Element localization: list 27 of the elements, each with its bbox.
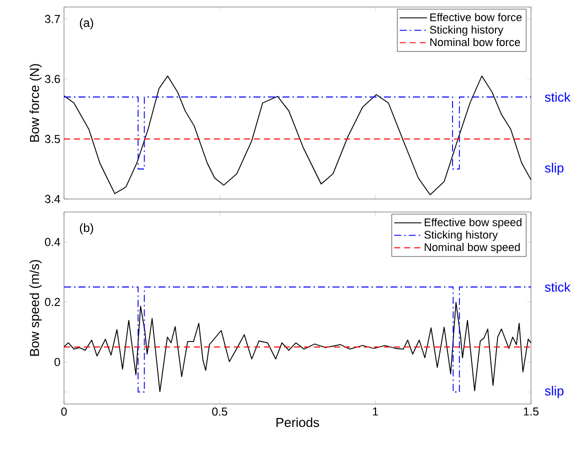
annotation: (b) — [80, 223, 94, 234]
y-tick-label: 3.4 — [44, 194, 60, 204]
text: slip — [544, 162, 564, 176]
x-tick-label: 0 — [61, 408, 67, 416]
y-tick-label: 0.2 — [44, 298, 60, 306]
y-axis-title: Bow speed (m/s) — [30, 260, 42, 356]
legend-label: Sticking history — [430, 26, 504, 36]
legend-label: Sticking history — [424, 230, 498, 241]
text: stick — [544, 92, 571, 102]
y-tick-label: 3.6 — [44, 74, 60, 84]
legend-label: Effective bow force — [430, 13, 522, 22]
text: stick — [544, 282, 571, 292]
x-tick-label: 1 — [373, 408, 378, 416]
legend-label: Effective bow speed — [424, 218, 522, 228]
legend-label: Nominal bow force — [430, 38, 520, 46]
line-series — [64, 76, 532, 196]
x-tick-label: 0.5 — [212, 408, 228, 416]
x-tick-label: 1.5 — [524, 408, 539, 416]
y-tick-label: 0 — [54, 358, 60, 366]
y-tick-label: 3.5 — [44, 134, 60, 144]
y-axis-title: Bow force (N) — [30, 64, 42, 142]
annotation: (a) — [80, 18, 94, 30]
legend-label: Nominal bow speed — [424, 243, 520, 254]
y-tick-label: 3.7 — [44, 14, 60, 24]
text: slip — [544, 386, 564, 398]
x-axis-title: Periods — [276, 418, 320, 428]
y-tick-label: 0.4 — [44, 238, 60, 246]
